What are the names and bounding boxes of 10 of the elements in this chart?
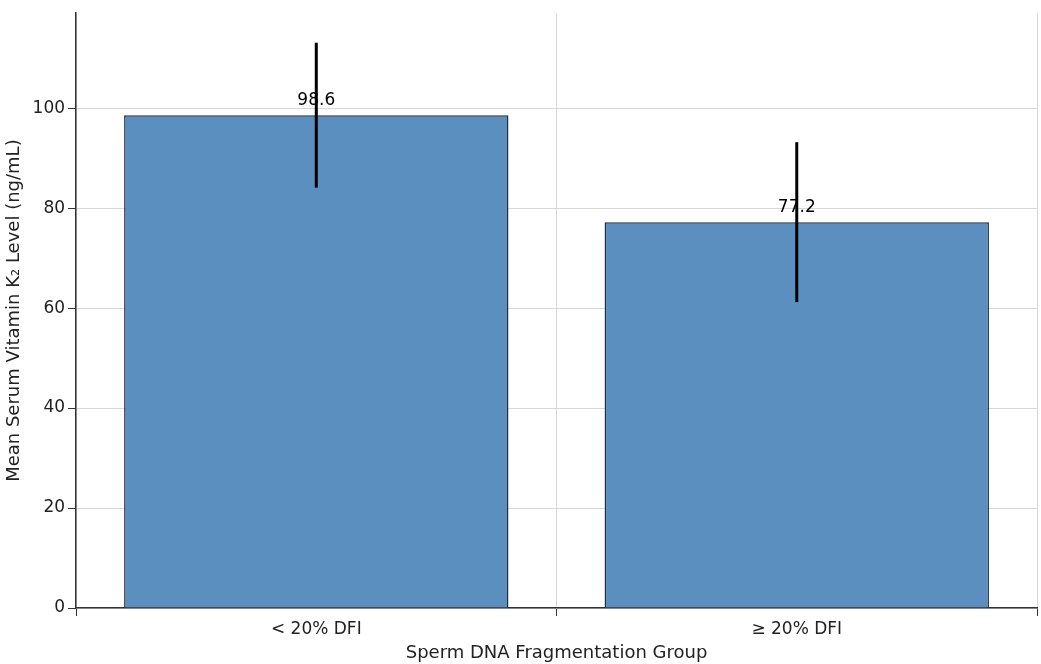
x-axis-title: Sperm DNA Fragmentation Group [405, 640, 708, 662]
y-tick-label: 100 [32, 96, 66, 117]
x-tick-label: ≥ 20% DFI [751, 617, 843, 638]
y-tick-label: 40 [43, 396, 66, 417]
y-tick-label: 60 [43, 296, 66, 317]
x-tick-label: < 20% DFI [270, 617, 362, 638]
y-tick-label: 0 [54, 596, 66, 617]
y-tick-label: 20 [43, 496, 66, 517]
y-axis-title: Mean Serum Vitamin K₂ Level (ng/mL) [2, 139, 24, 482]
y-tick-label: 80 [43, 196, 66, 217]
